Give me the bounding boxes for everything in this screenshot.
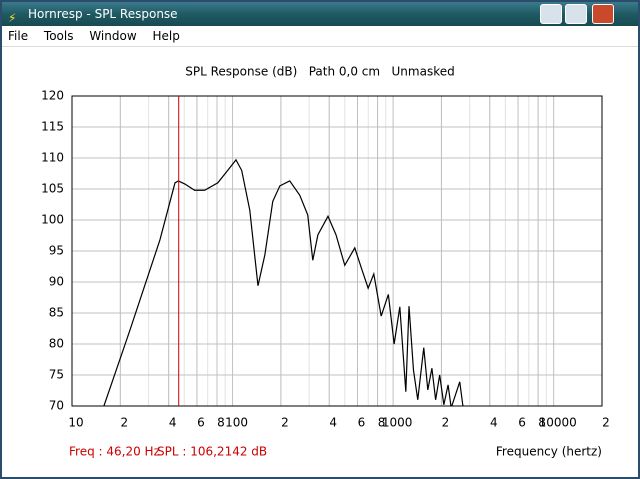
menu-item[interactable]: Window [89,29,137,43]
x-tick-label: 4 [169,416,177,430]
x-tick-label: 10 [68,416,83,430]
y-tick-label: 120 [41,89,64,103]
spl-curve [103,158,464,406]
x-tick-label: 6 [197,416,205,430]
y-tick-label: 75 [49,368,64,382]
y-tick-label: 95 [49,244,64,258]
y-tick-label: 70 [49,399,64,413]
x-tick-label: 4 [329,416,337,430]
x-tick-label: 1000 [382,416,413,430]
y-tick-label: 105 [41,182,64,196]
x-axis-label: Frequency (hertz) [496,445,602,459]
menu-item[interactable]: Help [152,29,180,43]
y-tick-label: 85 [49,306,64,320]
x-tick-label: 8 [538,416,546,430]
x-tick-label: 6 [518,416,526,430]
y-tick-label: 115 [41,120,64,134]
menu-item[interactable]: File [8,29,29,43]
menu-bar: File Tools Window Help [2,26,638,47]
x-tick-label: 8 [378,416,386,430]
x-tick-label: 100 [225,416,248,430]
x-tick-label: 4 [490,416,498,430]
x-tick-label: 2 [442,416,450,430]
app-icon: ⚡ [8,11,17,25]
window-title: Hornresp - SPL Response [28,7,178,21]
close-button[interactable] [592,4,614,24]
maximize-button[interactable] [565,4,587,24]
chart-title: SPL Response (dB) Path 0,0 cm Unmasked [185,65,454,79]
menu-item[interactable]: Tools [43,29,74,43]
x-tick-label: 6 [358,416,366,430]
x-tick-label: 2 [602,416,610,430]
x-tick-label: 2 [281,416,289,430]
cursor-spl: SPL : 106,2142 dB [157,445,267,459]
y-tick-label: 110 [41,151,64,165]
title-bar: ⚡ Hornresp - SPL Response [2,2,638,26]
minimize-button[interactable] [540,4,562,24]
grid [71,95,603,407]
x-tick-label: 10000 [539,416,577,430]
y-tick-label: 100 [41,213,64,227]
plot-frame [71,95,603,407]
x-tick-label: 2 [121,416,129,430]
y-tick-label: 80 [49,337,64,351]
chart: SPL Response (dB) Path 0,0 cm Unmasked F… [41,65,610,459]
y-tick-label: 90 [49,275,64,289]
cursor-freq: Freq : 46,20 Hz [69,445,160,459]
x-tick-label: 8 [217,416,225,430]
